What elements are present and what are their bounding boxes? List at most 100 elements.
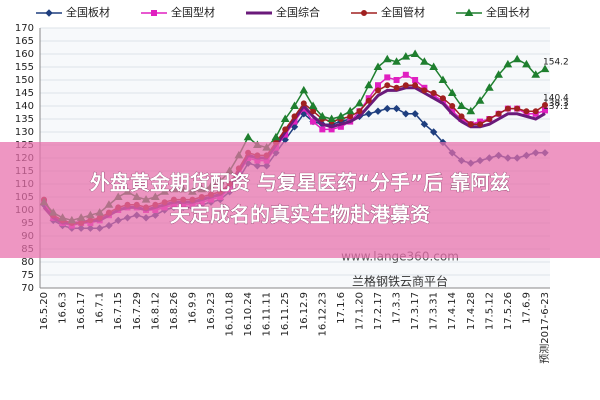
x-tick-label: 16.8.12 xyxy=(150,292,161,330)
marker xyxy=(411,110,419,118)
x-tick-label: 17.5.12 xyxy=(484,292,495,330)
marker xyxy=(356,108,363,115)
x-tick-label: 17.3.31 xyxy=(429,292,440,330)
marker xyxy=(402,71,409,78)
legend-label: 全国管材 xyxy=(381,5,425,19)
marker xyxy=(345,106,355,115)
marker xyxy=(375,82,381,89)
marker xyxy=(290,101,299,109)
marker xyxy=(532,108,539,115)
data-label: 140.4 xyxy=(543,93,569,103)
marker xyxy=(504,105,511,112)
marker xyxy=(514,105,521,112)
marker xyxy=(282,126,289,133)
marker xyxy=(439,95,446,102)
marker xyxy=(402,82,409,89)
marker xyxy=(365,97,372,104)
legend-marker xyxy=(151,10,157,16)
marker xyxy=(300,100,307,107)
x-tick-label: 16.11.11 xyxy=(262,292,273,337)
x-tick-label: 17.3.17 xyxy=(410,292,421,330)
x-tick-label: 16.9.23 xyxy=(206,292,217,330)
data-label: 137.1 xyxy=(543,102,569,112)
marker xyxy=(420,120,429,128)
x-tick-label: 17.4.28 xyxy=(466,292,477,330)
marker xyxy=(412,82,419,89)
marker xyxy=(317,111,327,120)
marker xyxy=(466,106,476,115)
legend-marker xyxy=(45,9,53,17)
x-tick-label: 17.2.17 xyxy=(373,292,384,330)
marker xyxy=(373,62,383,70)
marker xyxy=(393,77,400,83)
x-tick-label: 17.1.6 xyxy=(336,292,347,324)
marker xyxy=(280,114,290,122)
marker xyxy=(438,75,448,83)
x-tick-label: 16.5.20 xyxy=(39,292,50,330)
x-tick-label: 16.7.15 xyxy=(113,292,124,330)
marker xyxy=(374,107,382,115)
data-label: 154.2 xyxy=(543,58,569,68)
marker xyxy=(365,110,373,118)
legend-label: 全国长材 xyxy=(486,5,530,19)
marker xyxy=(467,121,474,128)
x-tick-label: 17.6.9 xyxy=(521,292,532,324)
banner-line: 外盘黄金期货配资 与复星医药“分手”后 靠阿兹 xyxy=(90,171,510,195)
x-tick-label: 16.10.24 xyxy=(243,292,254,337)
x-tick-label: 17.1.20 xyxy=(354,292,365,330)
marker xyxy=(531,70,541,78)
x-tick-label: 16.7.1 xyxy=(95,292,106,324)
marker xyxy=(429,128,438,136)
y-tick-label: 135 xyxy=(15,114,34,125)
marker xyxy=(364,80,374,89)
x-tick-label: 16.6.17 xyxy=(76,292,87,330)
marker xyxy=(383,104,391,113)
banner-line: 夫定成名的真实生物赴港募资 xyxy=(170,203,430,227)
x-tick-label: 16.11.25 xyxy=(280,292,291,337)
marker xyxy=(522,59,531,68)
marker xyxy=(310,118,317,125)
marker xyxy=(384,82,391,89)
x-tick-label: 16.8.26 xyxy=(169,292,180,330)
watermark-brand: 兰格钢铁云商平台 xyxy=(352,274,448,289)
marker xyxy=(495,110,502,117)
x-tick-label: 16.9.9 xyxy=(187,292,198,324)
x-tick-label: 16.12.9 xyxy=(299,292,310,330)
marker xyxy=(355,98,364,107)
marker xyxy=(382,54,392,63)
marker xyxy=(457,101,466,109)
y-tick-label: 160 xyxy=(15,49,34,60)
y-tick-label: 140 xyxy=(15,101,34,112)
marker xyxy=(430,90,437,96)
marker xyxy=(484,83,494,91)
marker xyxy=(429,62,439,70)
marker xyxy=(412,77,419,83)
marker xyxy=(327,114,336,122)
marker xyxy=(401,52,411,60)
legend-label: 全国型材 xyxy=(171,5,215,19)
legend-marker xyxy=(464,8,474,16)
x-tick-label: 17.4.14 xyxy=(447,292,458,330)
marker xyxy=(392,57,401,65)
marker xyxy=(347,113,354,120)
y-tick-label: 75 xyxy=(21,270,34,281)
marker xyxy=(458,113,465,120)
marker xyxy=(336,111,346,120)
x-tick-label: 16.12.23 xyxy=(317,292,328,337)
y-tick-label: 165 xyxy=(15,36,34,47)
marker xyxy=(542,101,548,108)
x-tick-label: 16.6.3 xyxy=(58,292,69,324)
y-tick-label: 70 xyxy=(21,283,34,294)
y-tick-label: 150 xyxy=(15,75,34,86)
x-tick-label: 预测2017-6-23 xyxy=(538,292,551,364)
marker xyxy=(447,88,457,96)
marker xyxy=(243,132,253,141)
marker xyxy=(375,87,381,94)
marker xyxy=(291,113,298,120)
x-tick-label: 16.7.29 xyxy=(132,292,143,330)
y-tick-label: 155 xyxy=(15,62,34,73)
marker xyxy=(486,116,493,122)
marker xyxy=(310,108,317,115)
x-tick-label: 16.10.18 xyxy=(225,292,236,337)
